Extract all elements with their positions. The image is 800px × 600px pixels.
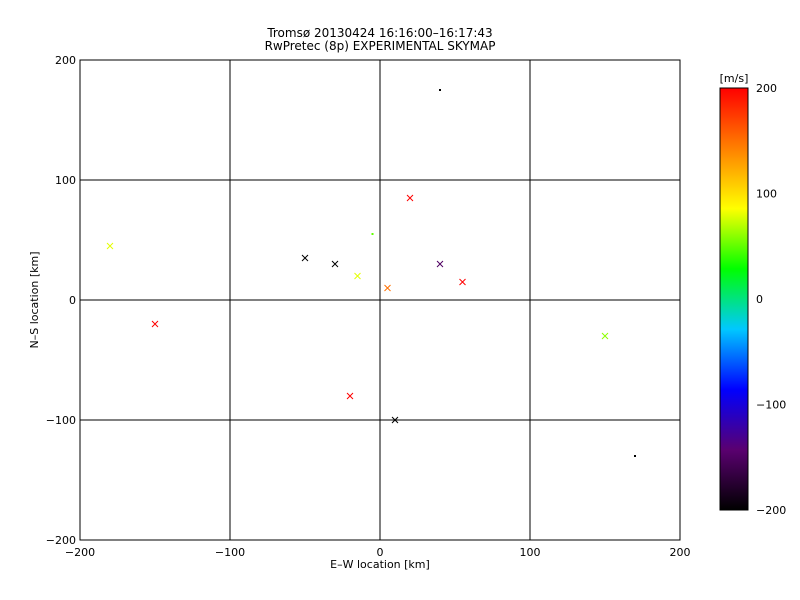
colorbar-tick-label: 100 <box>756 188 777 201</box>
colorbar-tick-label: −200 <box>756 504 786 517</box>
data-points <box>106 89 636 457</box>
data-point-dot <box>439 89 441 91</box>
data-point-cross <box>436 260 444 268</box>
x-tick-label: −100 <box>215 546 245 559</box>
data-point-dot <box>634 455 636 457</box>
data-point-dot <box>371 233 374 235</box>
y-tick-label: 200 <box>55 54 76 67</box>
data-point-cross <box>384 284 391 292</box>
data-point-cross <box>459 278 466 286</box>
colorbar-tick-labels: 200 100 0 −100 −200 <box>756 82 786 517</box>
x-axis-label: E–W location [km] <box>330 558 430 571</box>
y-axis-label: N–S location [km] <box>28 251 41 348</box>
colorbar-tick-label: 200 <box>756 82 777 95</box>
plot-area <box>79 59 681 541</box>
colorbar <box>719 87 749 511</box>
x-tick-label: 200 <box>670 546 691 559</box>
data-point-cross <box>106 242 114 250</box>
colorbar-tick-label: 0 <box>756 293 763 306</box>
data-point-cross <box>346 392 354 400</box>
data-point-cross <box>301 254 309 262</box>
data-point-cross <box>331 260 339 268</box>
chart-title-line1: Tromsø 20130424 16:16:00–16:17:43 <box>266 26 492 40</box>
x-tick-labels: −200 −100 0 100 200 <box>65 546 691 559</box>
data-point-cross <box>601 332 609 340</box>
y-tick-label: 0 <box>69 294 76 307</box>
x-tick-label: −200 <box>65 546 95 559</box>
y-tick-label: 100 <box>55 174 76 187</box>
y-tick-labels: −200 −100 0 100 200 <box>46 54 76 547</box>
chart-title-line2: RwPretec (8p) EXPERIMENTAL SKYMAP <box>265 39 496 53</box>
x-tick-label: 100 <box>520 546 541 559</box>
data-point-cross <box>151 320 159 328</box>
x-tick-label: 0 <box>377 546 384 559</box>
y-tick-label: −100 <box>46 414 76 427</box>
data-point-cross <box>354 272 361 280</box>
colorbar-label: [m/s] <box>720 72 749 85</box>
colorbar-tick-label: −100 <box>756 399 786 412</box>
grid-lines <box>80 60 680 540</box>
data-point-cross <box>406 194 414 202</box>
data-point-cross <box>391 416 399 424</box>
y-tick-label: −200 <box>46 534 76 547</box>
